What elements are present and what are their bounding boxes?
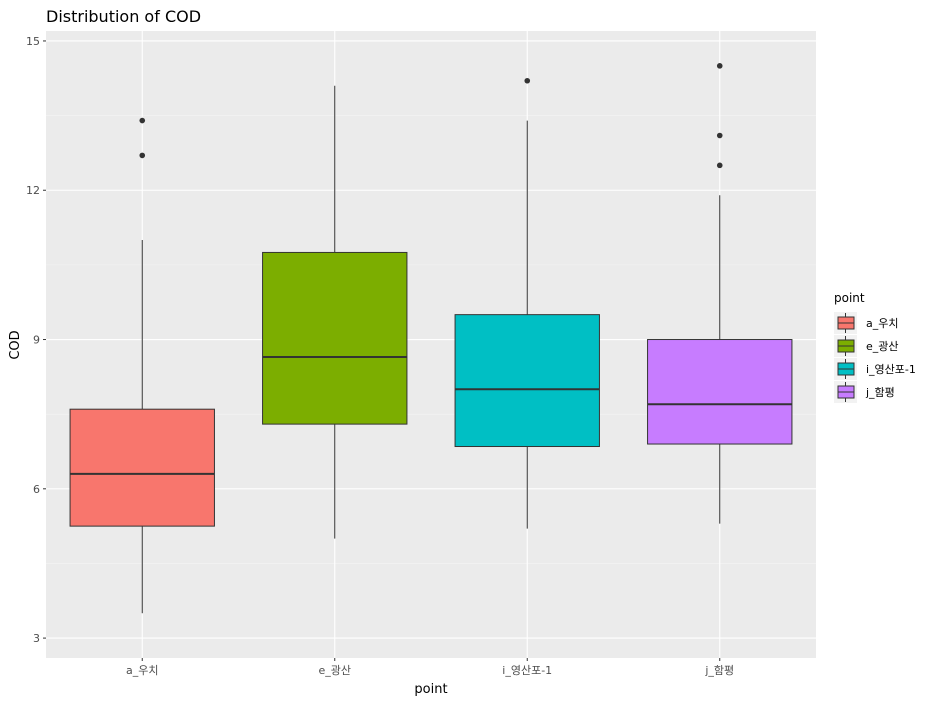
- legend-item: e_광산: [834, 335, 899, 357]
- legend-item: j_함평: [834, 381, 895, 403]
- outlier-point: [716, 132, 723, 139]
- box: [454, 314, 600, 448]
- legend-label: a_우치: [866, 317, 898, 330]
- x-tick-label: j_함평: [704, 664, 734, 677]
- y-tick-label: 15: [26, 35, 40, 48]
- y-tick-label: 12: [26, 184, 40, 197]
- box-group: [262, 85, 408, 539]
- legend-label: j_함평: [865, 386, 895, 399]
- box: [262, 251, 408, 425]
- x-tick-label: e_광산: [318, 664, 351, 677]
- outlier-point: [139, 152, 146, 159]
- y-axis: 3 6 9 12 15: [26, 35, 46, 645]
- legend-item: a_우치: [834, 312, 898, 334]
- box: [647, 339, 793, 445]
- x-axis-title: point: [414, 682, 447, 697]
- outlier-point: [716, 63, 723, 69]
- legend-item: i_영산포-1: [834, 358, 916, 380]
- y-axis-title: COD: [8, 330, 23, 359]
- legend-label: e_광산: [866, 340, 899, 353]
- y-tick-label: 6: [33, 483, 40, 496]
- x-tick-label: a_우치: [126, 664, 158, 677]
- box-group: [69, 117, 215, 614]
- chart-title: Distribution of COD: [46, 7, 201, 26]
- legend-title: point: [834, 291, 865, 305]
- outlier-point: [139, 117, 146, 124]
- legend: point a_우치 e_광산 i_영산포-1 j_함평: [834, 291, 916, 403]
- legend-label: i_영산포-1: [866, 363, 916, 376]
- box-group: [647, 63, 793, 524]
- outlier-point: [716, 162, 723, 169]
- box: [69, 408, 215, 527]
- y-tick-label: 3: [33, 632, 40, 645]
- box-group: [454, 77, 600, 529]
- outlier-point: [524, 77, 531, 84]
- x-axis: a_우치 e_광산 i_영산포-1 j_함평: [126, 658, 734, 677]
- x-tick-label: i_영산포-1: [502, 664, 552, 677]
- boxes: [69, 63, 793, 614]
- y-tick-label: 9: [33, 334, 40, 347]
